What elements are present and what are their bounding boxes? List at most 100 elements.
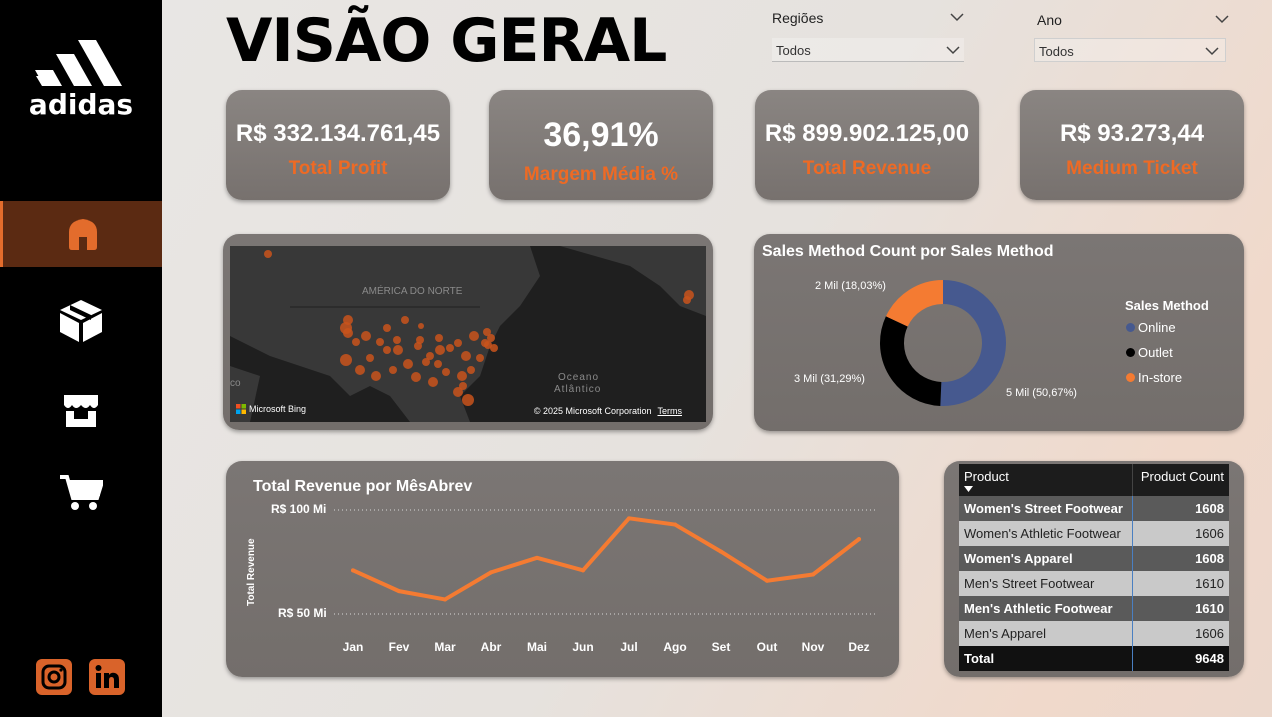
map-bubble[interactable] (264, 250, 272, 258)
map-bubble[interactable] (467, 366, 475, 374)
map-bubble[interactable] (490, 344, 498, 352)
map-bubble[interactable] (393, 345, 403, 355)
map-bubble[interactable] (355, 365, 365, 375)
line-point-abr[interactable] (489, 570, 493, 575)
map-bubble[interactable] (403, 359, 413, 369)
line-point-nov[interactable] (811, 572, 815, 577)
map-bubble[interactable] (483, 328, 491, 336)
map-bubble[interactable] (411, 372, 421, 382)
kpi-total-revenue: R$ 899.902.125,00 Total Revenue (755, 90, 979, 200)
map-bubble[interactable] (453, 387, 463, 397)
map-copyright: © 2025 Microsoft Corporation Terms (534, 406, 682, 416)
adidas-logo: adidas (24, 38, 138, 121)
revenue-line[interactable] (351, 516, 861, 602)
ano-dropdown[interactable]: Todos (1034, 38, 1226, 62)
nav-stores[interactable] (0, 378, 162, 444)
regioes-dropdown[interactable]: Todos (772, 38, 964, 62)
map-bubble[interactable] (371, 371, 381, 381)
line-point-mar[interactable] (443, 597, 447, 602)
donut-label-outlet: 3 Mil (31,29%) (794, 373, 865, 385)
table-body: Women's Street Footwear 1608 Women's Ath… (959, 496, 1229, 671)
linkedin-link[interactable] (89, 659, 125, 695)
map-bubble[interactable] (469, 331, 479, 341)
map-bubble[interactable] (683, 296, 691, 304)
donut-slice-instore[interactable] (885, 280, 944, 328)
line-point-ago[interactable] (673, 522, 677, 527)
map-bubble[interactable] (383, 346, 391, 354)
chevron-down-icon (946, 46, 960, 55)
map-bubble[interactable] (383, 324, 391, 332)
chevron-down-icon[interactable] (950, 12, 964, 22)
table-row[interactable]: Women's Apparel 1608 (959, 546, 1229, 571)
table-row[interactable]: Men's Street Footwear 1610 (959, 571, 1229, 596)
line-point-out[interactable] (765, 578, 769, 583)
nav-sales[interactable] (0, 460, 162, 526)
map-bubble[interactable] (352, 338, 360, 346)
line-point-dez[interactable] (857, 537, 861, 542)
map-bubble[interactable] (487, 334, 495, 342)
header-product[interactable]: Product (959, 464, 1132, 496)
map-bubble[interactable] (376, 338, 384, 346)
cell-product: Women's Apparel (964, 551, 1073, 566)
line-point-mai[interactable] (535, 555, 539, 560)
cell-count: 1606 (1132, 521, 1229, 546)
donut-slice-online[interactable] (940, 280, 1006, 406)
nav-products[interactable] (0, 288, 162, 354)
x-tick-dez: Dez (848, 640, 869, 654)
line-point-fev[interactable] (397, 589, 401, 594)
map-bubble[interactable] (476, 354, 484, 362)
sidebar: adidas (0, 0, 162, 717)
bing-label: Microsoft Bing (249, 404, 307, 414)
table-header: Product Product Count (959, 464, 1229, 496)
chevron-down-icon (1205, 47, 1219, 56)
map-bubble[interactable] (361, 331, 371, 341)
legend-label: Outlet (1138, 345, 1173, 360)
map-bubble[interactable] (435, 334, 443, 342)
map-bubble[interactable] (343, 328, 353, 338)
donut-slice-outlet[interactable] (880, 316, 942, 406)
legend-title: Sales Method (1125, 298, 1209, 313)
nav-home[interactable] (0, 201, 162, 267)
legend-item-online[interactable]: Online (1126, 320, 1176, 335)
map-bubble[interactable] (481, 339, 489, 347)
map-bubble[interactable] (462, 394, 474, 406)
table-row[interactable]: Men's Apparel 1606 (959, 621, 1229, 646)
map-bubble[interactable] (340, 354, 352, 366)
map-bubble[interactable] (393, 336, 401, 344)
map-bubble[interactable] (366, 354, 374, 362)
map-bubble[interactable] (428, 377, 438, 387)
map-bubble[interactable] (422, 358, 430, 366)
table-row[interactable]: Men's Athletic Footwear 1610 (959, 596, 1229, 621)
map-bubble[interactable] (459, 382, 467, 390)
instagram-link[interactable] (36, 659, 72, 695)
map-bubble[interactable] (435, 345, 445, 355)
cell-product: Men's Apparel (964, 626, 1046, 641)
table-row[interactable]: Women's Athletic Footwear 1606 (959, 521, 1229, 546)
map-bubble[interactable] (434, 360, 442, 368)
line-point-jan[interactable] (351, 568, 355, 573)
line-point-jul[interactable] (627, 516, 631, 521)
legend-item-instore[interactable]: In-store (1126, 370, 1182, 385)
map-bubble[interactable] (454, 339, 462, 347)
map-bubble[interactable] (457, 371, 467, 381)
donut-label-instore: 2 Mil (18,03%) (815, 280, 886, 292)
map-bubble[interactable] (389, 366, 397, 374)
map-bubble[interactable] (446, 344, 454, 352)
kpi-label: Total Profit (288, 158, 388, 179)
map-bubbles (264, 250, 694, 406)
map-bubble[interactable] (461, 351, 471, 361)
map-bubble[interactable] (401, 316, 409, 324)
map-bubble[interactable] (442, 368, 450, 376)
map-bubble[interactable] (418, 323, 424, 329)
line-point-set[interactable] (719, 549, 723, 554)
line-point-jun[interactable] (581, 568, 585, 573)
legend-item-outlet[interactable]: Outlet (1126, 345, 1173, 360)
chevron-down-icon[interactable] (1215, 14, 1229, 24)
map-bubble[interactable] (426, 352, 434, 360)
map-bubble[interactable] (414, 342, 422, 350)
sales-map[interactable]: AMÉRICA DO NORTE Oceano Atlântico co Mic… (230, 246, 706, 422)
table-row[interactable]: Women's Street Footwear 1608 (959, 496, 1229, 521)
header-product-count[interactable]: Product Count (1132, 464, 1229, 496)
terms-link[interactable]: Terms (657, 406, 683, 416)
sort-desc-icon[interactable] (964, 486, 973, 492)
